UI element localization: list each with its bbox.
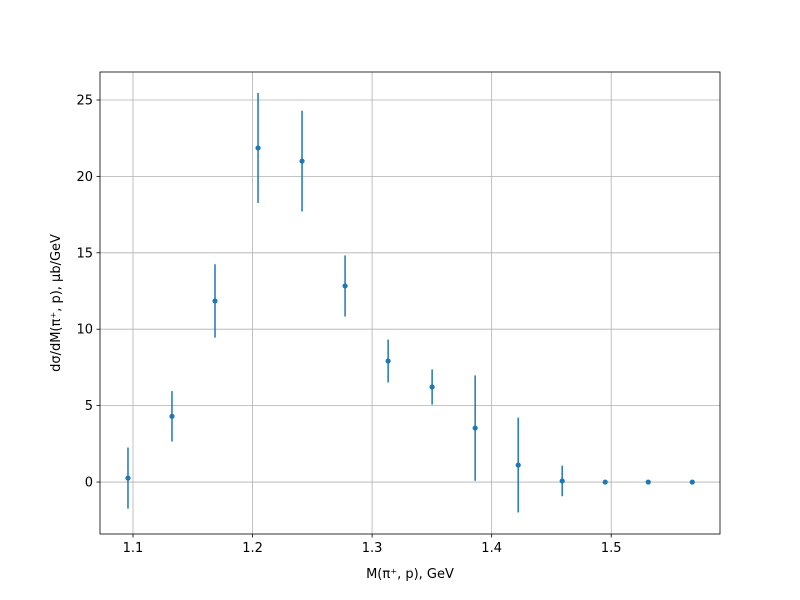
data-point: [559, 478, 565, 484]
data-point: [299, 158, 305, 164]
data-point: [342, 283, 348, 289]
y-tick-label: 20: [76, 170, 93, 185]
y-tick-label: 25: [76, 93, 93, 108]
data-point: [515, 462, 521, 468]
y-tick-label: 0: [85, 476, 93, 491]
y-tick-label: 10: [76, 323, 93, 338]
x-axis-label: M(π⁺, p), GeV: [366, 567, 454, 582]
data-point: [212, 298, 218, 304]
data-point: [645, 479, 651, 485]
data-point: [385, 358, 391, 364]
x-tick-label: 1.5: [601, 541, 622, 556]
x-tick-label: 1.1: [123, 541, 144, 556]
data-point: [472, 425, 478, 431]
x-tick-label: 1.2: [242, 541, 263, 556]
plot-frame: [99, 71, 721, 535]
data-point: [125, 475, 131, 481]
y-tick-label: 5: [85, 399, 93, 414]
data-point: [429, 384, 435, 390]
data-point: [689, 479, 695, 485]
y-axis-label: dσ/dM(π⁺, p), μb/GeV: [49, 234, 64, 372]
x-tick-label: 1.3: [362, 541, 383, 556]
y-tick-label: 15: [76, 246, 93, 261]
data-point: [169, 413, 175, 419]
x-tick-label: 1.4: [481, 541, 502, 556]
data-point: [602, 479, 608, 485]
data-point: [255, 145, 261, 151]
